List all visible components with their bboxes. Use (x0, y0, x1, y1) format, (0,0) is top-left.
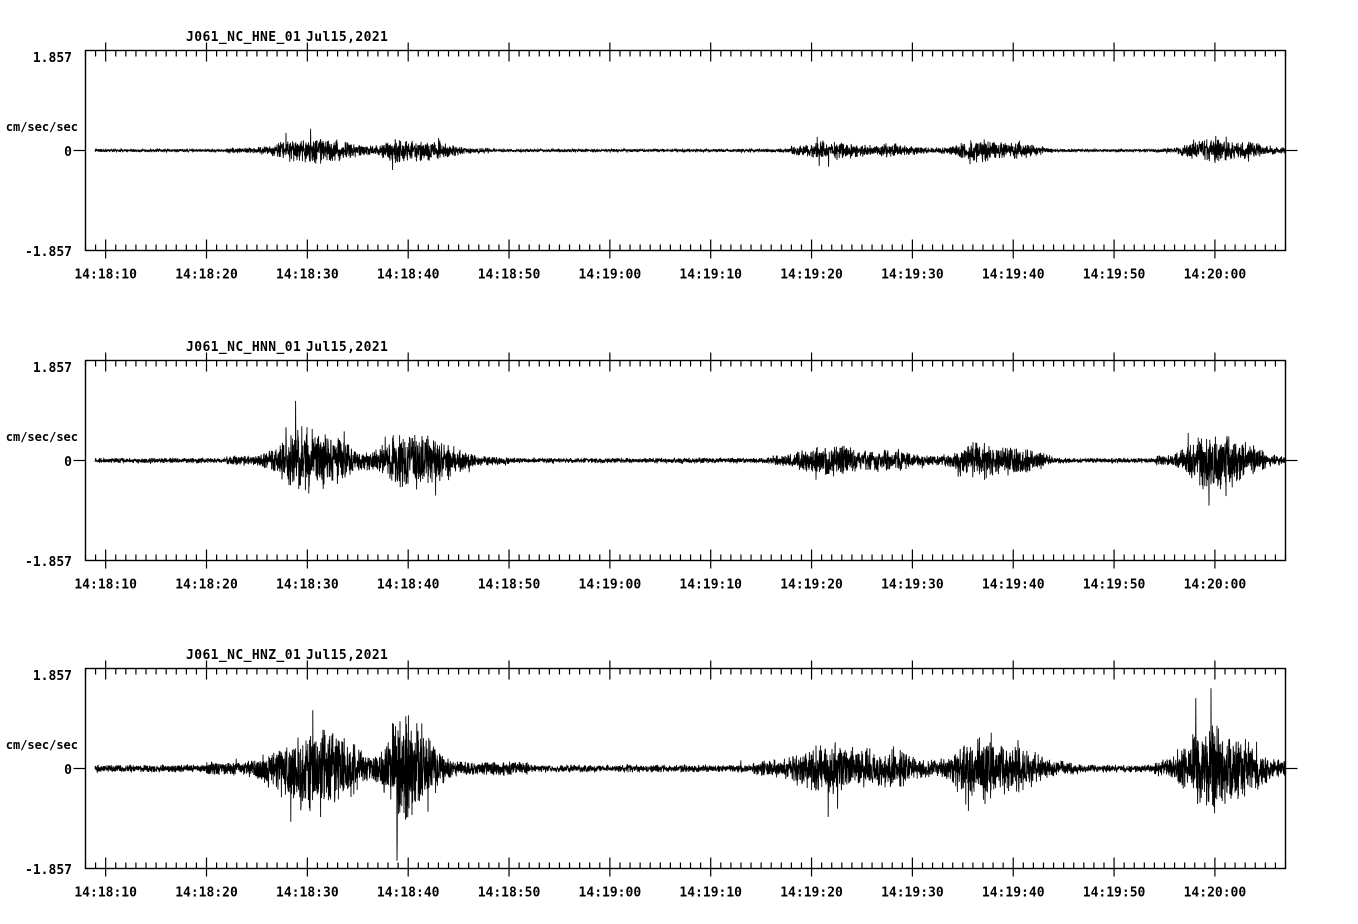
panel-hne-ticks (73, 42, 1298, 259)
panel-hnz-ymid-label: 0 (64, 763, 72, 778)
panel-hnn-date-label: Jul15,2021 (306, 340, 388, 355)
x-tick-label: 14:18:50 (478, 268, 541, 283)
panel-hnz-ybottom-label: -1.857 (25, 863, 72, 878)
x-tick-label: 14:19:40 (982, 268, 1045, 283)
x-tick-label: 14:20:00 (1184, 578, 1247, 593)
x-tick-label: 14:19:10 (679, 578, 742, 593)
x-tick-label: 14:19:50 (1083, 886, 1146, 901)
x-tick-label: 14:19:20 (780, 578, 843, 593)
x-tick-label: 14:19:40 (982, 886, 1045, 901)
x-tick-label: 14:18:20 (175, 268, 238, 283)
panel-hnz-ticks (73, 660, 1298, 877)
x-tick-label: 14:18:30 (276, 268, 339, 283)
panel-hnz-unit-label: cm/sec/sec (6, 738, 78, 752)
panel-hnz-ytop-label: 1.857 (33, 669, 72, 684)
panel-hnz-station-label: J061_NC_HNZ_01 (186, 648, 301, 663)
x-tick-label: 14:19:00 (579, 268, 642, 283)
x-tick-label: 14:19:10 (679, 268, 742, 283)
panel-hne-unit-label: cm/sec/sec (6, 120, 78, 134)
x-tick-label: 14:19:50 (1083, 268, 1146, 283)
panel-hnn-svg: J061_NC_HNN_01 Jul15,2021 1.857 cm/sec/s… (6, 340, 1298, 593)
x-tick-label: 14:19:30 (881, 578, 944, 593)
panel-hne-plot-area: 14:18:10 14:18:20 14:18:30 14:18:40 14:18:50… (73, 42, 1298, 283)
x-tick-label: 14:18:30 (276, 578, 339, 593)
panel-hnz-plot-area: 14:18:10 14:18:20 14:18:30 14:18:40 14:18:50… (73, 660, 1298, 901)
panel-hne-xtick-labels: 14:18:10 14:18:20 14:18:30 14:18:40 14:18:50… (74, 268, 1246, 283)
x-tick-label: 14:19:20 (780, 886, 843, 901)
panel-hne-ytop-label: 1.857 (33, 51, 72, 66)
panel-hnn-ybottom-label: -1.857 (25, 555, 72, 570)
seismogram-panel-hnn: J061_NC_HNN_01 Jul15,2021 1.857 cm/sec/s… (0, 310, 1358, 610)
x-tick-label: 14:18:40 (377, 886, 440, 901)
x-tick-label: 14:18:20 (175, 886, 238, 901)
panel-hnn-station-label: J061_NC_HNN_01 (186, 340, 301, 355)
x-tick-label: 14:19:50 (1083, 578, 1146, 593)
panel-hnz-date-label: Jul15,2021 (306, 648, 388, 663)
x-tick-label: 14:18:20 (175, 578, 238, 593)
x-tick-label: 14:18:30 (276, 886, 339, 901)
panel-hne-date-label: Jul15,2021 (306, 30, 388, 45)
x-tick-label: 14:19:10 (679, 886, 742, 901)
x-tick-label: 14:19:30 (881, 886, 944, 901)
x-tick-label: 14:18:50 (478, 886, 541, 901)
seismogram-panel-hne: J061_NC_HNE_01 Jul15,2021 1.857 cm/sec/s… (0, 0, 1358, 300)
panel-hnn-plot-area: 14:18:10 14:18:20 14:18:30 14:18:40 14:18:50… (73, 352, 1298, 593)
x-tick-label: 14:20:00 (1184, 268, 1247, 283)
panel-hnz-svg: J061_NC_HNZ_01 Jul15,2021 1.857 cm/sec/s… (6, 648, 1298, 901)
x-tick-label: 14:18:40 (377, 578, 440, 593)
panel-hnn-waveform (94, 400, 1287, 506)
x-tick-label: 14:18:10 (74, 578, 137, 593)
x-tick-label: 14:18:10 (74, 886, 137, 901)
panel-hnn-ytop-label: 1.857 (33, 361, 72, 376)
panel-hnn-ymid-label: 0 (64, 455, 72, 470)
x-tick-label: 14:19:20 (780, 268, 843, 283)
panel-hnn-ticks (73, 352, 1298, 569)
panel-hnn-xtick-labels: 14:18:10 14:18:20 14:18:30 14:18:40 14:18:50… (74, 578, 1246, 593)
panel-hnz-waveform (94, 688, 1287, 861)
x-tick-label: 14:18:50 (478, 578, 541, 593)
panel-hne-ymid-label: 0 (64, 145, 72, 160)
panel-hnz-xtick-labels: 14:18:10 14:18:20 14:18:30 14:18:40 14:18:50… (74, 886, 1246, 901)
seismogram-panel-hnz: J061_NC_HNZ_01 Jul15,2021 1.857 cm/sec/s… (0, 618, 1358, 924)
panel-hne-station-label: J061_NC_HNE_01 (186, 30, 301, 45)
panel-hne-ybottom-label: -1.857 (25, 245, 72, 260)
x-tick-label: 14:18:40 (377, 268, 440, 283)
panel-hne-waveform (94, 128, 1287, 171)
x-tick-label: 14:19:40 (982, 578, 1045, 593)
x-tick-label: 14:19:00 (579, 886, 642, 901)
x-tick-label: 14:18:10 (74, 268, 137, 283)
panel-hne-svg: J061_NC_HNE_01 Jul15,2021 1.857 cm/sec/s… (6, 30, 1298, 283)
x-tick-label: 14:19:00 (579, 578, 642, 593)
x-tick-label: 14:20:00 (1184, 886, 1247, 901)
panel-hnn-unit-label: cm/sec/sec (6, 430, 78, 444)
x-tick-label: 14:19:30 (881, 268, 944, 283)
